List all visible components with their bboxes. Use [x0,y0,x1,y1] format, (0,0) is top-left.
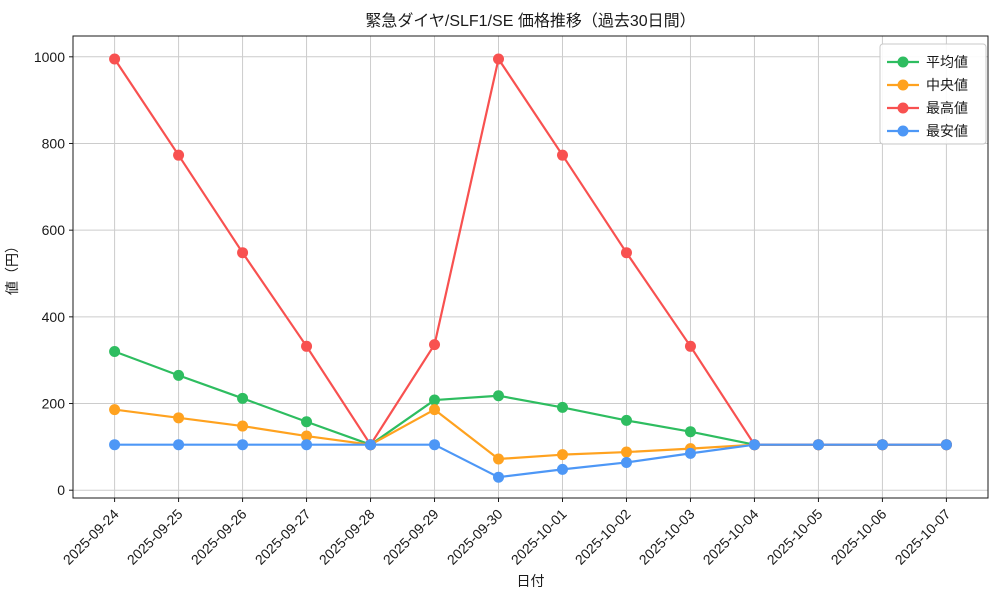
data-point [429,339,441,351]
legend-marker [897,56,909,68]
data-point [429,439,441,451]
data-point [237,247,249,259]
data-point [620,247,632,259]
data-point [173,412,185,424]
data-point [301,416,313,428]
data-point [173,439,185,451]
x-tick-label: 2025-10-05 [764,506,826,568]
legend-item-3: 最安値 [887,123,968,139]
data-point [556,449,568,461]
data-point [556,401,568,413]
data-point [812,439,824,451]
legend-box [879,43,987,145]
data-point [684,340,696,352]
data-point [493,53,505,65]
y-tick-label: 600 [42,222,66,238]
x-tick-label: 2025-09-29 [380,506,442,568]
y-axis-label: 値（円） [4,239,20,295]
data-point [109,404,121,416]
legend-marker [897,102,909,114]
legend-label: 最安値 [926,123,968,139]
x-tick-label: 2025-10-02 [572,506,634,568]
data-point [429,394,441,406]
data-point [237,439,249,451]
x-tick-label: 2025-10-07 [892,506,954,568]
data-point [301,430,313,442]
x-tick-label: 2025-09-28 [316,506,378,568]
x-tick-label: 2025-10-06 [828,506,890,568]
x-tick-label: 2025-09-26 [188,506,250,568]
legend-label: 中央値 [926,77,968,93]
data-point [237,392,249,404]
data-point [109,346,121,358]
legend-marker [897,79,909,91]
data-point [748,439,760,451]
data-point [493,390,505,402]
legend-label: 平均値 [926,54,968,70]
legend-item-0: 平均値 [887,54,968,70]
data-point [365,439,377,451]
y-tick-label: 800 [42,135,66,151]
series-line-1 [114,408,947,461]
legend-label: 最高値 [926,100,968,116]
data-point [237,420,249,432]
x-tick-label: 2025-10-01 [508,506,570,568]
data-point [109,53,121,65]
legend-marker [897,125,909,137]
data-point [173,149,185,161]
y-tick-label: 1000 [34,49,65,65]
data-point [109,439,121,451]
x-tick-label: 2025-09-30 [444,506,506,568]
x-tick-label: 2025-10-04 [700,506,762,568]
chart-title: 緊急ダイヤ/SLF1/SE 価格推移（過去30日間） [365,12,695,30]
legend-item-2: 最高値 [887,100,968,116]
data-point [620,414,632,426]
data-point [173,369,185,381]
data-point [684,447,696,459]
y-tick-label: 0 [57,482,65,498]
data-point [493,471,505,483]
plot-border [72,35,989,499]
x-axis-label: 日付 [517,573,545,589]
data-point [620,456,632,468]
data-point [556,463,568,475]
data-point [301,439,313,451]
data-point [876,439,888,451]
x-tick-label: 2025-10-03 [636,506,698,568]
y-tick-label: 400 [42,309,66,325]
data-point [429,404,441,416]
series-line-3 [114,443,947,479]
data-point [620,446,632,458]
data-point [493,453,505,465]
x-tick-label: 2025-09-27 [252,506,314,568]
data-point [940,439,952,451]
data-point [301,340,313,352]
y-tick-label: 200 [42,396,66,412]
legend-item-1: 中央値 [887,77,968,93]
x-tick-label: 2025-09-25 [124,506,186,568]
data-point [684,426,696,438]
x-tick-label: 2025-09-24 [60,506,122,568]
data-point [556,149,568,161]
